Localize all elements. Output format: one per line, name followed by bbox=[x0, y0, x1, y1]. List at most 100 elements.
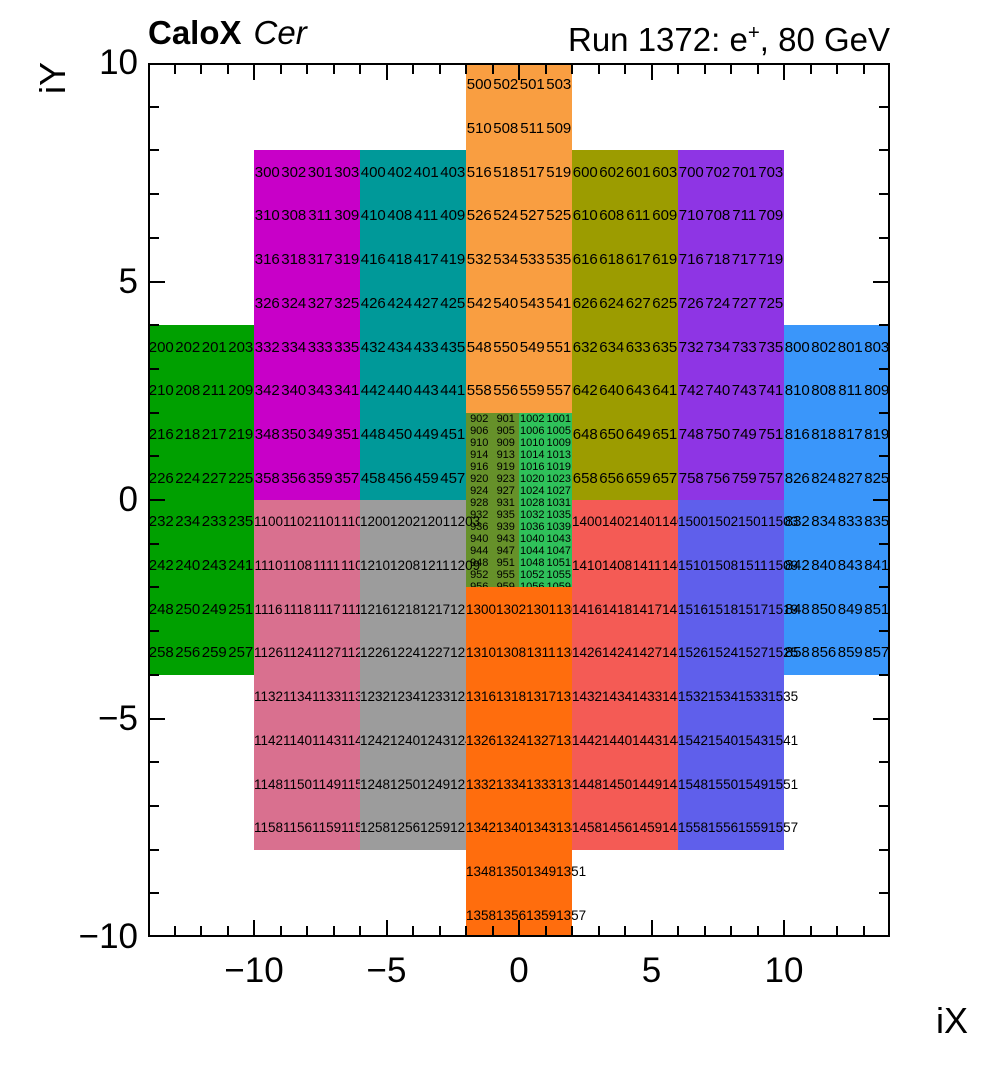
x-axis-tick-mirror bbox=[173, 63, 176, 74]
cell-1326: 1326 bbox=[466, 732, 497, 748]
cell-409: 409 bbox=[440, 207, 466, 225]
cell-1208: 1208 bbox=[390, 558, 421, 574]
plot-title: CaloX Cer bbox=[148, 13, 307, 53]
cell-548: 548 bbox=[466, 338, 492, 356]
cell-1526: 1526 bbox=[678, 645, 709, 661]
cell-524: 524 bbox=[493, 207, 519, 225]
x-axis-tick-mirror bbox=[226, 63, 229, 74]
y-axis-tick-mirror bbox=[879, 105, 890, 108]
cell-856: 856 bbox=[811, 644, 837, 662]
cell-1140: 1140 bbox=[283, 732, 313, 748]
cell-1510: 1510 bbox=[678, 558, 709, 574]
y-axis-tick bbox=[148, 324, 159, 327]
cell-703: 703 bbox=[758, 163, 784, 181]
cell-1014: 1014 bbox=[520, 448, 545, 461]
x-axis-tick bbox=[412, 926, 414, 937]
cell-1102: 1102 bbox=[283, 514, 313, 530]
cell-533: 533 bbox=[519, 251, 545, 269]
x-axis-tick bbox=[385, 920, 388, 937]
cell-1055: 1055 bbox=[546, 568, 571, 581]
cell-1318: 1318 bbox=[496, 689, 527, 705]
cell-1044: 1044 bbox=[520, 544, 545, 557]
cell-935: 935 bbox=[496, 508, 515, 521]
y-axis-tick-mirror bbox=[873, 717, 890, 720]
cell-751: 751 bbox=[758, 425, 784, 443]
cell-258: 258 bbox=[148, 644, 174, 662]
cell-1209: 1209 bbox=[450, 558, 481, 574]
x-axis-tick-label: 10 bbox=[764, 951, 804, 990]
cell-1518: 1518 bbox=[708, 601, 739, 617]
y-axis-tick-mirror bbox=[879, 848, 890, 851]
cell-842: 842 bbox=[784, 557, 810, 575]
x-axis-tick-mirror bbox=[491, 63, 494, 74]
cell-833: 833 bbox=[837, 513, 863, 531]
run-title-prefix: Run 1372: e bbox=[568, 21, 748, 58]
cell-500: 500 bbox=[466, 76, 492, 94]
cell-1001: 1001 bbox=[546, 412, 571, 425]
cell-906: 906 bbox=[470, 424, 489, 437]
cell-857: 857 bbox=[864, 644, 890, 662]
y-axis-tick-mirror bbox=[879, 149, 890, 152]
cell-916: 916 bbox=[470, 460, 489, 473]
y-axis-tick-mirror bbox=[879, 193, 890, 196]
cell-947: 947 bbox=[496, 544, 515, 557]
cell-449: 449 bbox=[413, 425, 439, 443]
cell-233: 233 bbox=[201, 513, 227, 531]
cell-1400: 1400 bbox=[572, 514, 603, 530]
cell-826: 826 bbox=[784, 469, 810, 487]
cell-1048: 1048 bbox=[520, 556, 545, 569]
cell-1203: 1203 bbox=[450, 514, 481, 530]
cell-1316: 1316 bbox=[466, 689, 497, 705]
cell-358: 358 bbox=[254, 469, 280, 487]
x-axis-tick-mirror bbox=[518, 63, 520, 80]
cell-910: 910 bbox=[470, 436, 489, 449]
x-axis-tick-label: 5 bbox=[641, 951, 662, 990]
cell-1301: 1301 bbox=[526, 601, 557, 617]
module-1300: 1300130213011303131013081311130913161318… bbox=[466, 587, 586, 937]
cell-1217: 1217 bbox=[420, 601, 451, 617]
x-axis-tick-mirror bbox=[306, 63, 308, 74]
cell-448: 448 bbox=[360, 425, 386, 443]
cell-549: 549 bbox=[519, 338, 545, 356]
x-axis-tick bbox=[677, 926, 679, 937]
cell-1540: 1540 bbox=[708, 732, 739, 748]
y-axis-tick bbox=[148, 804, 159, 807]
cell-1150: 1150 bbox=[283, 776, 313, 792]
cell-735: 735 bbox=[758, 338, 784, 356]
cell-1417: 1417 bbox=[632, 601, 663, 617]
x-axis-tick bbox=[730, 926, 732, 937]
cell-1249: 1249 bbox=[420, 776, 451, 792]
y-axis-tick bbox=[148, 542, 159, 545]
cell-619: 619 bbox=[652, 251, 678, 269]
cell-1459: 1459 bbox=[632, 820, 663, 836]
cell-403: 403 bbox=[440, 163, 466, 181]
cell-1108: 1108 bbox=[283, 558, 313, 574]
cell-418: 418 bbox=[387, 251, 413, 269]
cell-633: 633 bbox=[625, 338, 651, 356]
x-axis-tick-label: −5 bbox=[366, 951, 407, 990]
cell-649: 649 bbox=[625, 425, 651, 443]
cell-811: 811 bbox=[838, 382, 863, 400]
x-axis-tick bbox=[306, 926, 308, 937]
cell-1558: 1558 bbox=[678, 820, 709, 836]
module-1000: 1002 1001 1006 1005 1010 1009 1014 1013 1016 1019… bbox=[519, 412, 572, 605]
cell-1047: 1047 bbox=[546, 544, 571, 557]
cell-648: 648 bbox=[572, 425, 598, 443]
cell-1449: 1449 bbox=[632, 776, 663, 792]
cell-459: 459 bbox=[413, 469, 439, 487]
cell-1527: 1527 bbox=[738, 645, 769, 661]
x-axis-tick-mirror bbox=[359, 63, 361, 74]
cell-511: 511 bbox=[520, 120, 545, 138]
y-axis-tick bbox=[148, 367, 159, 370]
cell-848: 848 bbox=[784, 600, 810, 618]
cell-1149: 1149 bbox=[312, 776, 342, 792]
cell-1256: 1256 bbox=[390, 820, 421, 836]
cell-1043: 1043 bbox=[546, 532, 571, 545]
cell-603: 603 bbox=[652, 163, 678, 181]
y-axis-tick bbox=[148, 236, 159, 239]
cell-1002: 1002 bbox=[520, 412, 545, 425]
cell-417: 417 bbox=[413, 251, 439, 269]
x-axis-tick bbox=[703, 926, 706, 937]
cell-758: 758 bbox=[678, 469, 704, 487]
cell-1511: 1511 bbox=[738, 558, 768, 574]
